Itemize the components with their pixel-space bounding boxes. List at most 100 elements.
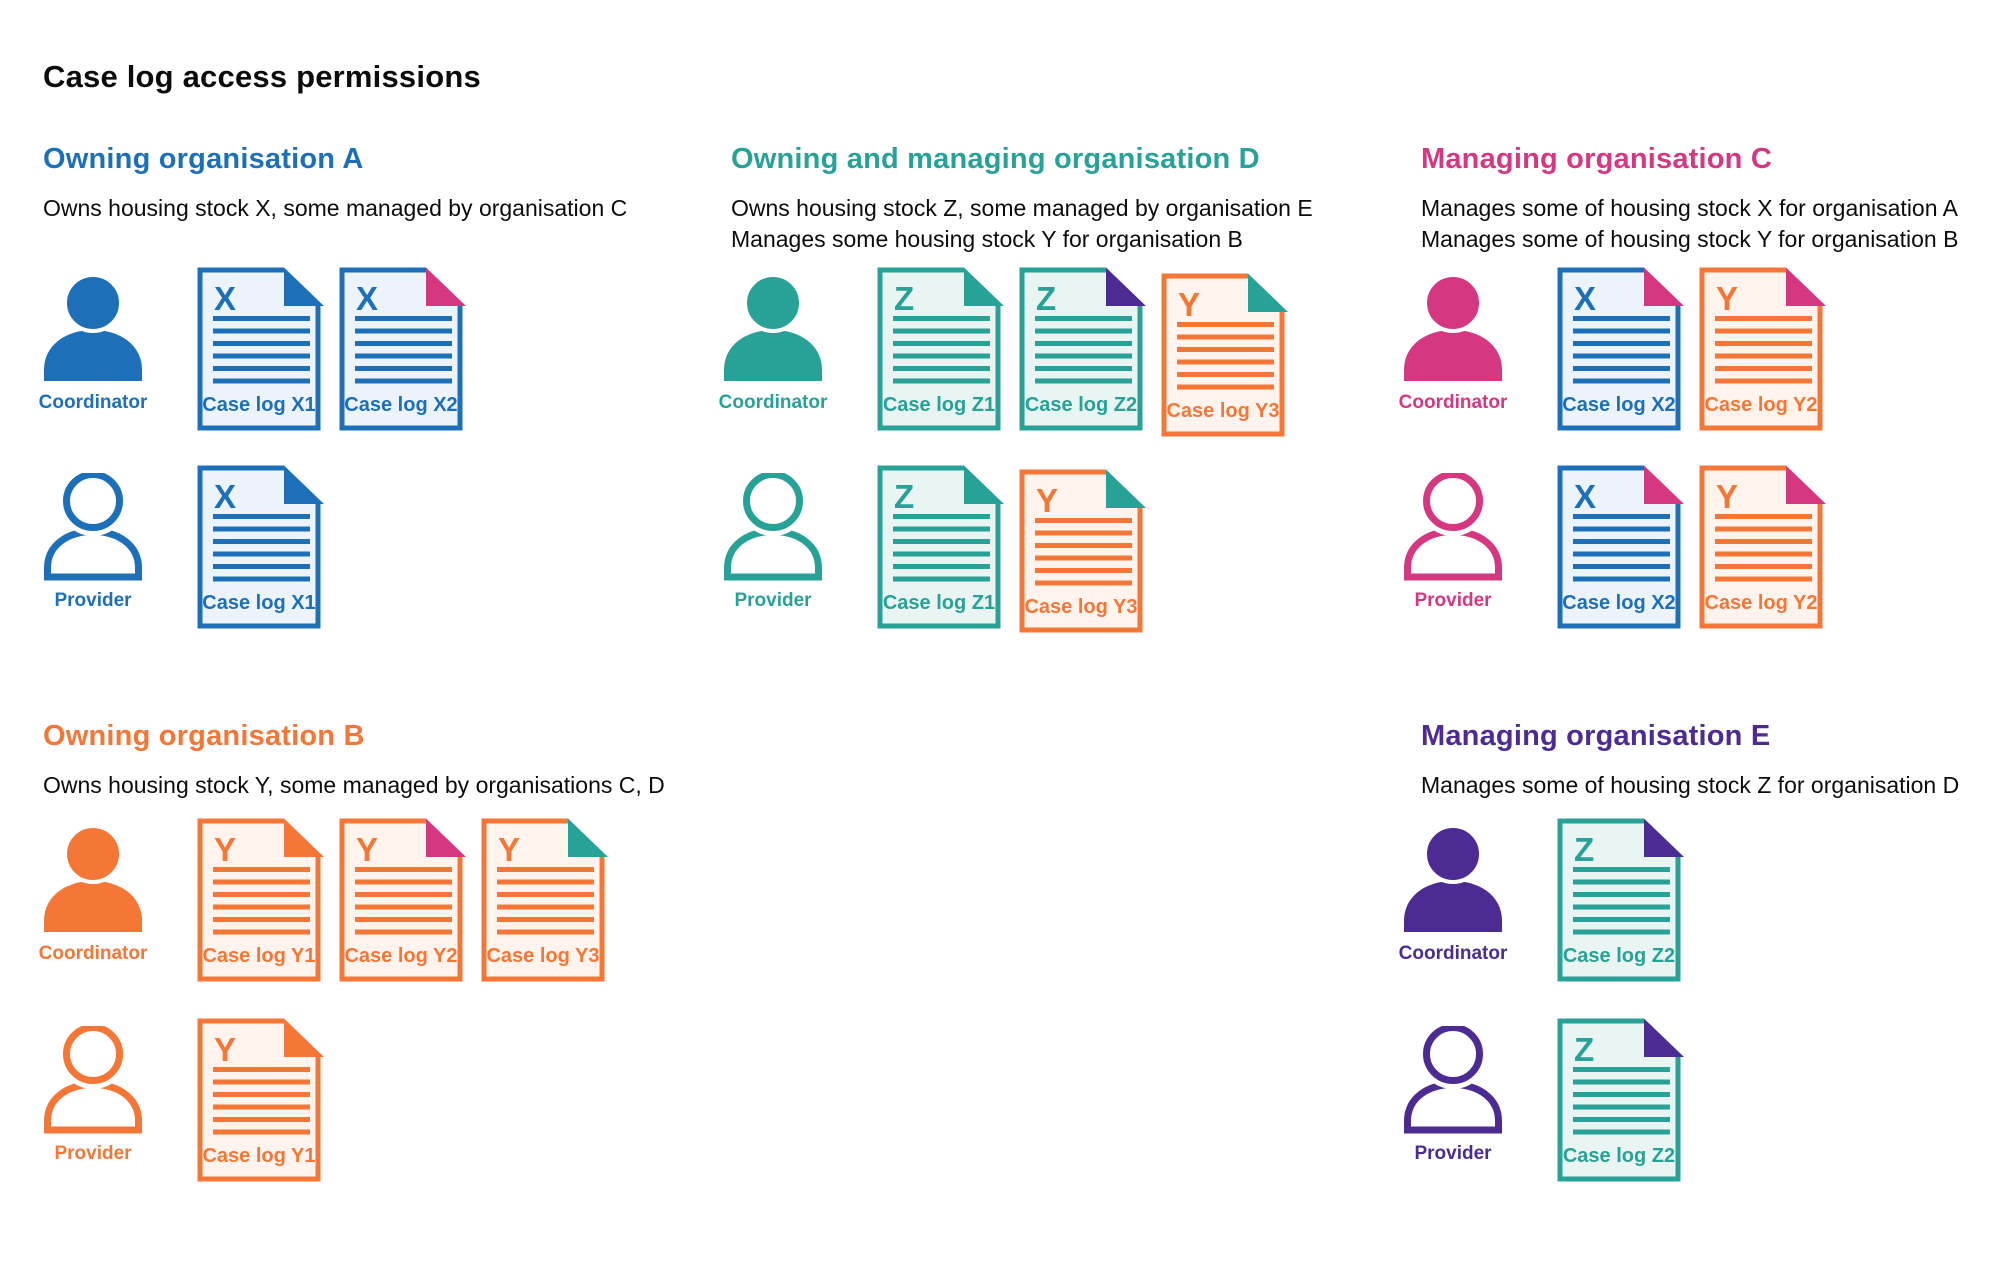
document-text-line [1573,316,1670,321]
document-text-line [355,867,452,872]
document-text-line [893,514,990,519]
document-text-line [213,1079,310,1085]
section-description-line: Owns housing stock Z, some managed by or… [731,195,1313,221]
document-text-line [1715,539,1812,544]
document-stock-letter: Y [356,831,378,868]
document-text-line [1035,530,1132,536]
document-stock-letter: Z [894,478,914,515]
document-text-line [355,879,452,885]
section-description: Owns housing stock Y, some managed by or… [43,770,708,801]
page-title: Case log access permissions [43,58,481,94]
document-text-line [355,904,452,910]
document-text-line [497,929,594,935]
document-text-line [893,341,990,346]
document-text-line [1177,359,1274,365]
document-stock-letter: Z [1574,1031,1594,1068]
document-text-line [213,353,310,359]
document-text-line [355,892,452,897]
document-stock-letter: Z [1574,831,1594,868]
document-fold-corner [568,818,608,857]
document-stock-letter: Y [498,831,520,868]
document-page [880,270,998,428]
section-heading: Managing organisation C [1421,143,1772,175]
document-fold-corner [1786,465,1826,504]
document-page [484,821,602,979]
document-label: Case log Y3 [1166,400,1279,422]
section-owning-organisation-a: Owning organisation A Owns housing stock … [39,143,708,629]
document-label: Case log Y3 [1024,596,1137,618]
document-text-line [1035,568,1132,573]
document-text-line [1035,580,1132,586]
document-text-line [213,328,310,334]
role-label: Provider [1414,1143,1492,1164]
document-text-line [213,1129,310,1135]
case-log-document: Z Case log Z2 [1557,818,1684,982]
document-stock-letter: Z [1036,280,1056,317]
document-border [339,818,463,982]
document-text-line [1573,1067,1670,1072]
document-stock-letter: X [214,478,236,515]
document-border [481,818,605,982]
document-text-line [1715,353,1812,359]
case-log-document: Y Case log Y2 [1699,267,1826,431]
case-log-document: X Case log X2 [1557,465,1684,629]
document-text-line [1177,384,1274,390]
document-text-line [1573,564,1670,569]
document-border [1699,267,1823,431]
document-text-line [893,576,990,582]
document-border [197,818,321,982]
document-text-line [1035,328,1132,334]
document-stock-letter: Y [1716,280,1738,317]
section-description-line: Manages some of housing stock Y for orga… [1421,226,1959,252]
document-text-line [355,353,452,359]
document-text-line [355,341,452,346]
document-page [1702,270,1820,428]
document-text-line [1573,576,1670,582]
person-body [44,527,142,581]
document-text-line [1573,551,1670,557]
section-description: Manages some of housing stock Z for orga… [1421,770,2000,801]
document-label: Case log Z2 [1025,394,1137,416]
person-head [1423,826,1483,884]
document-page [1560,821,1678,979]
document-text-line [1573,526,1670,532]
document-page [1022,270,1140,428]
document-text-line [497,917,594,922]
document-text-line [1573,1117,1670,1122]
document-page [200,270,318,428]
document-border [1557,818,1681,982]
document-border [1699,465,1823,629]
document-fold-corner [284,267,324,306]
document-text-line [213,1104,310,1110]
document-text-line [213,867,310,872]
document-text-line [213,551,310,557]
provider-person-icon [724,473,822,581]
document-page [1560,1021,1678,1179]
document-text-line [1573,539,1670,544]
document-fold-corner [284,465,324,504]
person-head [1423,1026,1483,1084]
coordinator-person-icon [44,275,142,381]
person-head [63,1026,123,1084]
document-fold-corner [1786,267,1826,306]
document-text-line [213,917,310,922]
case-log-document: Z Case log Z1 [877,465,1004,629]
document-text-line [893,378,990,384]
document-stock-letter: Y [1716,478,1738,515]
document-text-line [1035,543,1132,548]
section-heading: Owning organisation B [43,720,365,752]
case-log-document: Z Case log Z2 [1019,267,1146,431]
document-text-line [213,1117,310,1122]
section-heading: Managing organisation E [1421,720,1771,752]
person-body [724,527,822,581]
document-label: Case log X2 [1562,394,1675,416]
document-text-line [355,316,452,321]
person-head [63,275,123,333]
section-description-line: Owns housing stock Y, some managed by or… [43,772,665,798]
document-fold-corner [1644,818,1684,857]
case-log-document: X Case log X1 [197,465,324,629]
document-text-line [893,328,990,334]
document-label: Case log Z2 [1563,945,1675,967]
person-body [44,881,142,932]
provider-person-icon [1404,1026,1502,1134]
